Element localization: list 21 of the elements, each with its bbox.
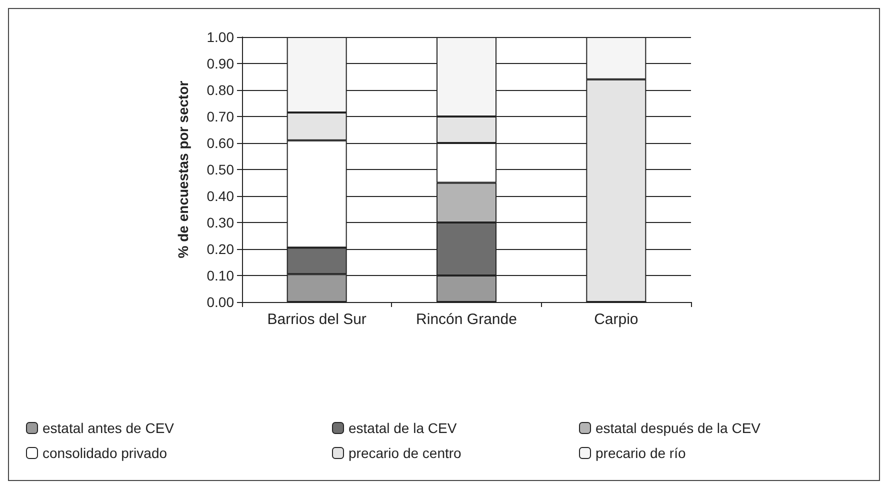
y-tick-label: 1.00: [206, 29, 234, 45]
legend-label: estatal después de la CEV: [596, 420, 762, 436]
y-tick-label: 0.60: [206, 135, 234, 151]
legend-label: precario de río: [596, 445, 686, 461]
legend-label: consolidado privado: [42, 445, 168, 461]
y-tick-label: 0.90: [206, 56, 234, 72]
y-tick-label: 0.50: [206, 162, 234, 178]
legend-label: precario de centro: [348, 445, 462, 461]
x-tick-label: Barrios del Sur: [267, 311, 366, 328]
y-axis-title: % de encuestas por sector: [175, 80, 191, 258]
x-tick-label: Carpio: [594, 311, 638, 328]
x-tick-label: Rincón Grande: [416, 311, 517, 328]
y-tick-label: 0.00: [206, 294, 234, 310]
legend-label: estatal de la CEV: [348, 420, 458, 436]
y-tick-label: 0.40: [206, 188, 234, 204]
y-tick-label: 0.30: [206, 214, 234, 230]
legend-label: estatal antes de CEV: [42, 420, 175, 436]
y-tick-label: 0.20: [206, 241, 234, 257]
y-tick-label: 0.10: [206, 268, 234, 284]
y-tick-label: 0.80: [206, 82, 234, 98]
y-tick-label: 0.70: [206, 108, 234, 124]
